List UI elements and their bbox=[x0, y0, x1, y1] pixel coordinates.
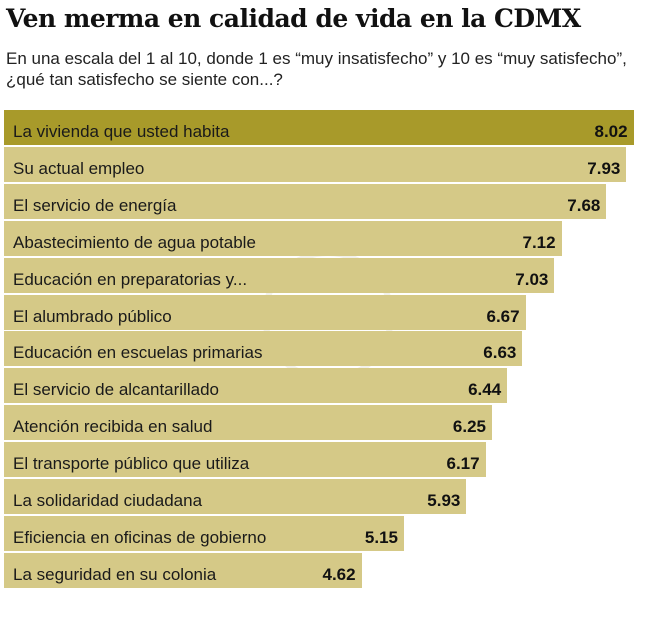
value-label: 6.67 bbox=[486, 306, 520, 326]
value-label: 5.93 bbox=[427, 491, 461, 510]
value-label: 6.25 bbox=[452, 417, 486, 437]
category-label: El servicio de energía bbox=[13, 195, 177, 215]
category-label: La seguridad en su colonia bbox=[13, 564, 217, 584]
category-label: Abastecimiento de agua potable bbox=[13, 232, 256, 252]
bar: La solidaridad ciudadana 5.93 bbox=[4, 479, 467, 514]
category-label: Eficiencia en oficinas de gobierno bbox=[13, 527, 267, 547]
chart-title: Ven merma en calidad de vida en la CDMX bbox=[6, 4, 581, 33]
bar: El servicio de alcantarillado 6.44 bbox=[4, 368, 508, 404]
bar: La vivienda que usted habita 8.02 bbox=[4, 110, 634, 145]
bar: El servicio de energía 7.68 bbox=[4, 183, 607, 219]
category-label: La vivienda que usted habita bbox=[13, 122, 230, 141]
value-label: 7.93 bbox=[587, 158, 621, 178]
value-label: 5.15 bbox=[364, 527, 398, 547]
value-label: 7.68 bbox=[567, 195, 601, 215]
value-label: 6.44 bbox=[468, 380, 502, 400]
category-label: El servicio de alcantarillado bbox=[13, 380, 219, 400]
value-label: 6.17 bbox=[446, 454, 480, 474]
bar: El alumbrado público 6.67 bbox=[4, 294, 526, 330]
category-label: Educación en preparatorias y... bbox=[13, 269, 248, 289]
value-label: 7.03 bbox=[515, 269, 549, 289]
bar: La seguridad en su colonia 4.62 bbox=[4, 552, 362, 588]
category-label: La solidaridad ciudadana bbox=[13, 491, 203, 510]
bar: Atención recibida en salud 6.25 bbox=[4, 405, 492, 441]
value-label: 4.62 bbox=[322, 564, 356, 584]
bar: Educación en escuelas primarias 6.63 bbox=[4, 331, 523, 367]
bar: Educación en preparatorias y... 7.03 bbox=[4, 257, 555, 293]
category-label: El transporte público que utiliza bbox=[13, 454, 250, 474]
chart-subtitle: En una escala del 1 al 10, donde 1 es “m… bbox=[6, 49, 627, 89]
bar: Eficiencia en oficinas de gobierno 5.15 bbox=[4, 515, 404, 551]
category-label: El alumbrado público bbox=[13, 306, 172, 326]
bar: Su actual empleo 7.93 bbox=[4, 146, 627, 182]
category-label: Atención recibida en salud bbox=[13, 417, 213, 437]
value-label: 6.63 bbox=[483, 343, 517, 363]
value-label: 7.12 bbox=[522, 232, 556, 252]
category-label: Su actual empleo bbox=[13, 158, 145, 178]
bar: Abastecimiento de agua potable 7.12 bbox=[4, 220, 562, 256]
bar: El transporte público que utiliza 6.17 bbox=[4, 442, 486, 478]
category-label: Educación en escuelas primarias bbox=[13, 343, 263, 363]
value-label: 8.02 bbox=[594, 122, 628, 141]
